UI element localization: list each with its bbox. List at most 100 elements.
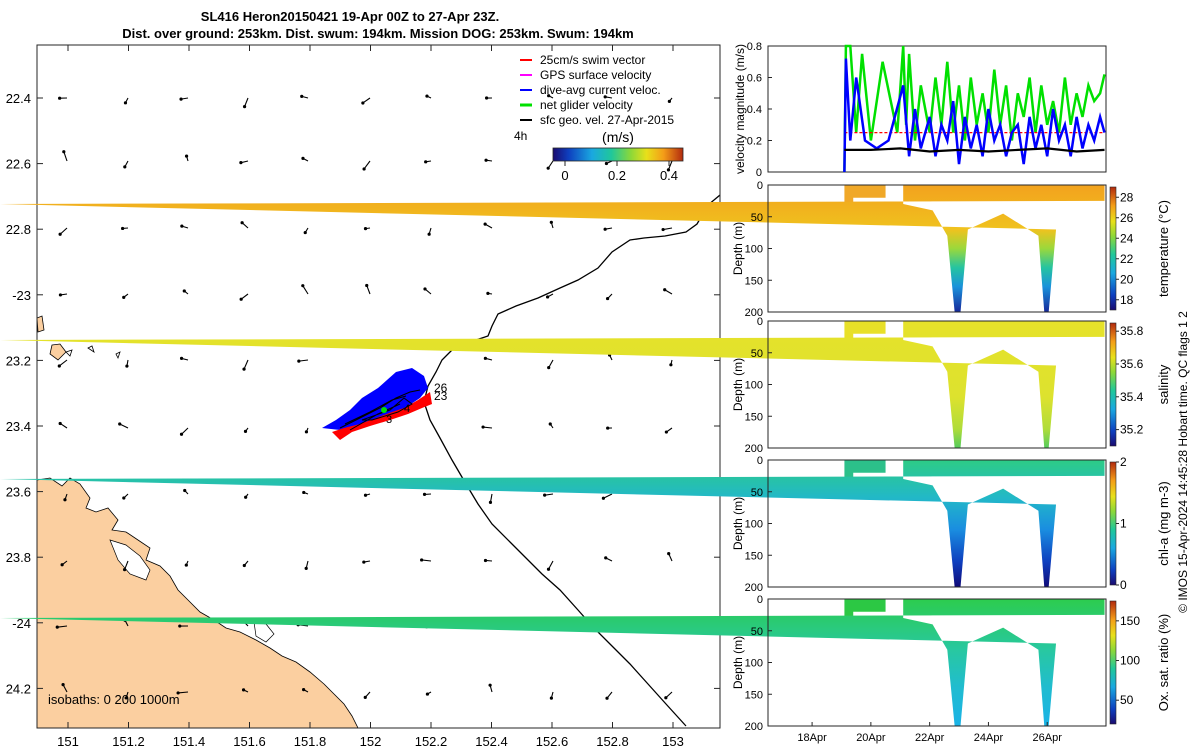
map-xtick-label: 152.6 bbox=[536, 734, 569, 749]
velocity-series-line bbox=[843, 58, 1106, 173]
vector-arrow-head bbox=[663, 288, 667, 292]
heatmap-profile-body bbox=[0, 321, 1105, 448]
vector-arrow-head bbox=[122, 496, 126, 500]
depth-ylabel: Depth (m) bbox=[731, 222, 745, 275]
map-xtick-label: 152.2 bbox=[415, 734, 448, 749]
vector-arrow-head bbox=[667, 552, 671, 556]
vector-arrow-head bbox=[603, 227, 607, 231]
vector-arrow-head bbox=[481, 425, 485, 429]
colorbar-tick-label: 22 bbox=[1120, 252, 1134, 266]
speed-colorbar bbox=[552, 147, 684, 162]
vector-arrow-head bbox=[123, 101, 128, 105]
isobaths-label: isobaths: 0 200 1000m bbox=[48, 692, 180, 707]
vector-arrow-head bbox=[122, 568, 127, 572]
vector-arrow-head bbox=[546, 295, 550, 299]
legend-entry: dive-avg current veloc. bbox=[540, 83, 661, 97]
velocity-ytick-label: 0.2 bbox=[747, 136, 762, 148]
time-scale-label: 4h bbox=[514, 129, 527, 143]
depth-tick-label: 50 bbox=[751, 348, 763, 360]
velocity-ylabel: velocity magnitude (m/s) bbox=[733, 44, 747, 174]
vector-arrow-head bbox=[361, 101, 365, 105]
velocity-series-line bbox=[844, 147, 1105, 153]
vector-arrow bbox=[57, 625, 68, 628]
depth-tick-label: 100 bbox=[745, 519, 763, 531]
vector-arrow-head bbox=[424, 160, 428, 164]
depth-tick-label: 150 bbox=[745, 689, 763, 701]
heatmap-shallow-segment bbox=[844, 599, 886, 634]
depth-tick-label: 200 bbox=[745, 721, 763, 733]
vector-arrow-head bbox=[125, 364, 129, 368]
vector-arrow-head bbox=[302, 687, 306, 692]
vector-arrow-head bbox=[549, 220, 553, 224]
vector-arrow-head bbox=[178, 624, 182, 628]
heatmap-colorbar bbox=[1109, 600, 1117, 725]
vector-arrow-head bbox=[242, 105, 247, 109]
map-xtick-label: 153 bbox=[662, 734, 684, 749]
vector-arrow-head bbox=[297, 359, 301, 363]
depth-tick-label: 100 bbox=[745, 244, 763, 256]
colorbar-tick-label: 24 bbox=[1120, 231, 1134, 245]
time-tick-label: 24Apr bbox=[974, 732, 1004, 744]
colorbar-tick-label: 35.4 bbox=[1120, 390, 1144, 404]
vector-arrow bbox=[243, 359, 249, 370]
vector-arrow-head bbox=[365, 283, 369, 288]
vector-arrow-head bbox=[176, 691, 180, 695]
map-xtick-label: 152.8 bbox=[596, 734, 629, 749]
map-ytick-label: 24.2 bbox=[6, 681, 31, 696]
map-xtick-label: 151.6 bbox=[233, 734, 266, 749]
vector-arrow-head bbox=[603, 95, 607, 99]
velocity-series-line bbox=[843, 44, 1106, 173]
legend-entry: 25cm/s swim vector bbox=[540, 53, 645, 67]
colorbar-tick-label: 0 bbox=[1120, 578, 1127, 592]
vector-arrow-head bbox=[423, 287, 427, 291]
vector-arrow-head bbox=[483, 222, 487, 226]
track-label-4: 4 bbox=[404, 403, 410, 415]
title-line-2: Dist. over ground: 253km. Dist. swum: 19… bbox=[122, 26, 634, 41]
vector-arrow-head bbox=[362, 167, 366, 171]
heatmap-colorbar bbox=[1109, 322, 1117, 447]
vector-arrow-head bbox=[63, 498, 67, 502]
vector-arrow-head bbox=[420, 558, 424, 562]
vector-arrow-head bbox=[669, 363, 673, 367]
velocity-panel: 0 0.2 0.4 0.6 0.8 velocity magnitude (m/s) bbox=[733, 41, 1107, 179]
vector-arrow-head bbox=[488, 500, 493, 504]
glider-track-black bbox=[339, 389, 421, 431]
vector-arrow-head bbox=[304, 430, 309, 434]
colorbar-tick-label: 35.6 bbox=[1120, 357, 1144, 371]
map-ytick-label: 23.2 bbox=[6, 353, 31, 368]
legend-entry: GPS surface velocity bbox=[540, 68, 651, 82]
vector-arrow-head bbox=[362, 560, 366, 564]
depth-tick-label: 150 bbox=[745, 275, 763, 287]
colorbar-tick-label: 0.2 bbox=[608, 168, 626, 183]
time-tick-label: 26Apr bbox=[1033, 732, 1063, 744]
vector-arrow-head bbox=[363, 227, 368, 231]
swim-vector-cloud bbox=[332, 392, 432, 440]
vector-arrow-head bbox=[483, 558, 488, 563]
vector-arrow-head bbox=[58, 293, 63, 297]
vector-arrow-head bbox=[301, 156, 305, 160]
depth-tick-label: 0 bbox=[757, 180, 763, 192]
vector-arrow-head bbox=[244, 495, 248, 499]
map-ytick-label: 22.6 bbox=[6, 157, 31, 172]
heatmap-colorbar bbox=[1109, 461, 1117, 586]
vector-arrow-head bbox=[666, 168, 671, 172]
track-label-3: 3 bbox=[386, 414, 392, 426]
isobath-1000m-line bbox=[423, 194, 720, 727]
vector-arrow-head bbox=[547, 366, 551, 370]
colorbar-tick-label: 35.2 bbox=[1120, 423, 1144, 437]
map-ytick-label: 22.4 bbox=[6, 91, 31, 106]
map-ytick-label: 23.4 bbox=[6, 419, 31, 434]
vector-arrow-head bbox=[302, 490, 306, 495]
vector-arrow-head bbox=[549, 696, 553, 700]
depth-tick-label: 50 bbox=[751, 487, 763, 499]
heatmap-panel: 0 50 100 150 200 Depth (m) 35.2 35.4 35.6 35.8 sal… bbox=[0, 316, 1171, 455]
colorbar-unit-label: (m/s) bbox=[602, 129, 634, 145]
vector-arrow bbox=[63, 151, 68, 162]
vector-arrow-head bbox=[604, 161, 609, 166]
vector-arrow-head bbox=[667, 99, 671, 104]
heatmap-colorbar-label: chl-a (mg m-3) bbox=[1156, 481, 1171, 566]
vector-arrow-head bbox=[123, 165, 127, 169]
colorbar-tick-label: 35.8 bbox=[1120, 324, 1144, 338]
